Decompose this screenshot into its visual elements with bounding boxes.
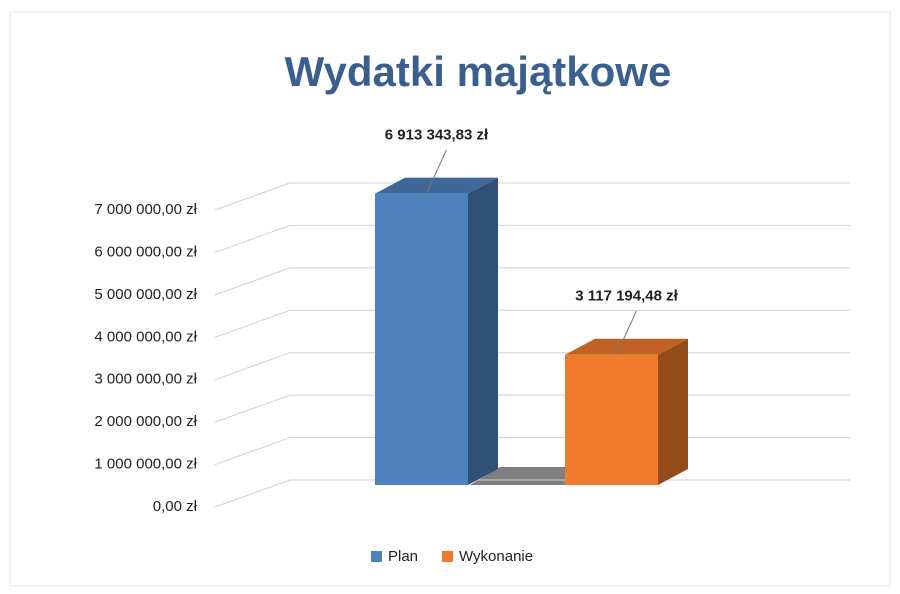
bar [565,338,688,485]
grid-line [214,182,850,211]
y-tick-label: 4 000 000,00 zł [94,328,197,345]
y-tick-label: 3 000 000,00 zł [94,371,197,388]
leader-line [616,310,637,355]
y-tick-label: 2 000 000,00 zł [94,413,197,430]
chart-title: Wydatki majątkowe [285,48,672,95]
bar-top [375,177,498,194]
legend-swatch [442,551,454,562]
y-tick-label: 0,00 zł [153,498,198,515]
bar-side [468,177,498,485]
grid-line [214,309,850,338]
y-tick-label: 5 000 000,00 zł [94,286,197,303]
leader-line [426,149,447,194]
legend-label: Plan [388,548,418,565]
y-tick-label: 6 000 000,00 zł [94,243,197,260]
data-label: 6 913 343,83 zł [385,127,489,144]
grid-line [214,267,850,296]
bar-top [565,338,688,355]
bar-front [565,354,658,485]
data-label: 3 117 194,48 zł [575,288,678,305]
legend-label: Wykonanie [459,548,533,565]
y-tick-label: 7 000 000,00 zł [94,201,197,218]
grid-line [214,224,850,253]
bar-side [658,338,688,485]
y-tick-label: 1 000 000,00 zł [94,456,197,473]
bar [375,177,498,485]
legend-swatch [371,551,382,562]
bar-front [375,193,468,485]
